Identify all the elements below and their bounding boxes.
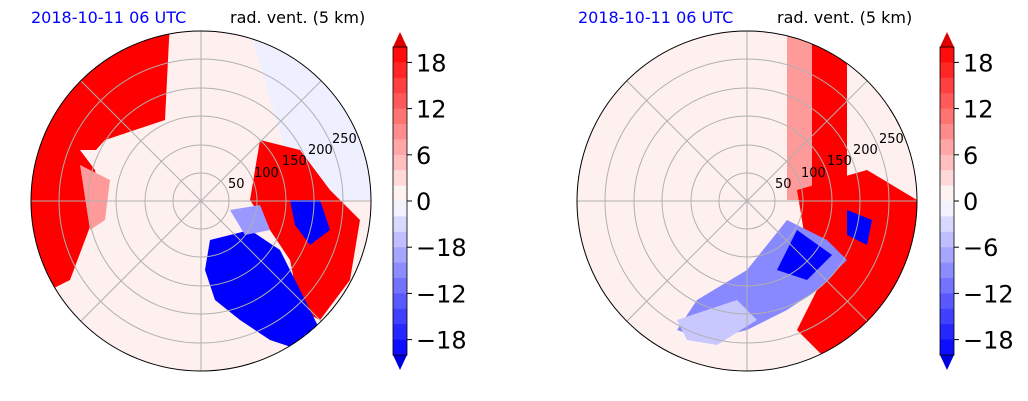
colorbar-level bbox=[940, 108, 954, 125]
polar-frame-left bbox=[30, 30, 372, 372]
colorbar-level bbox=[393, 47, 407, 63]
colorbar-level bbox=[940, 139, 954, 156]
polar-frame-right bbox=[576, 30, 918, 372]
colorbar-tick-label: 6 bbox=[963, 142, 978, 170]
colorbar-level bbox=[393, 231, 407, 248]
colorbar-extend-top bbox=[940, 32, 954, 47]
colorbar-level bbox=[393, 262, 407, 279]
colorbar-level bbox=[940, 93, 954, 110]
field-lightblue-center-left bbox=[230, 205, 270, 235]
colorbar-level bbox=[393, 170, 407, 187]
colorbar-tick-label: 18 bbox=[416, 49, 447, 77]
colorbar-level bbox=[393, 278, 407, 294]
colorbar-level bbox=[940, 124, 954, 140]
chart-title-left-variable: rad. vent. (5 km) bbox=[230, 8, 366, 27]
field-red-west-left bbox=[31, 150, 100, 290]
colorbar-tick-label: 18 bbox=[963, 49, 994, 77]
ring-labels-left: 50 100 150 200 250 bbox=[228, 132, 357, 192]
ring-labels-right: 50 100 150 200 250 bbox=[775, 132, 904, 192]
colorbar-tick-label: 0 bbox=[416, 188, 431, 216]
colorbar-level bbox=[393, 201, 407, 217]
field-blue-east-left bbox=[290, 200, 330, 245]
colorbar-level bbox=[393, 139, 407, 156]
colorbar-tick-label: −18 bbox=[963, 327, 1014, 355]
colorbar-level bbox=[940, 77, 954, 94]
colorbar-tick-label: −12 bbox=[416, 280, 467, 308]
polar-grid-right bbox=[577, 31, 917, 371]
colorbar-tick-label: 0 bbox=[963, 188, 978, 216]
colorbar-level bbox=[940, 231, 954, 248]
ring-label: 150 bbox=[282, 154, 307, 169]
colorbar-level bbox=[940, 278, 954, 294]
colorbar-tick-label: −18 bbox=[416, 234, 467, 262]
chart-title-right-time: 2018-10-11 06 UTC bbox=[578, 8, 734, 27]
colorbar-level bbox=[940, 47, 954, 63]
colorbar-level bbox=[940, 339, 954, 356]
colorbar-extend-bottom bbox=[940, 355, 954, 370]
ring-label: 50 bbox=[228, 177, 245, 192]
colorbar-level bbox=[940, 62, 954, 79]
ring-label: 100 bbox=[254, 166, 279, 181]
colorbar-level bbox=[393, 62, 407, 79]
colorbar-tick-label: 12 bbox=[416, 96, 447, 124]
ring-label: 250 bbox=[332, 132, 357, 147]
colorbar-level bbox=[393, 185, 407, 202]
colorbar-level bbox=[940, 216, 954, 233]
colorbar-level bbox=[393, 308, 407, 325]
chart-panel-left: 2018-10-11 06 UTC rad. vent. (5 km) bbox=[30, 8, 467, 372]
colorbar-level bbox=[393, 124, 407, 140]
colorbar-level bbox=[940, 324, 954, 341]
field-red-band-right bbox=[812, 31, 847, 190]
colorbar-tick-label: −18 bbox=[416, 327, 467, 355]
colorbar-tick-label: 6 bbox=[416, 142, 431, 170]
ring-label: 250 bbox=[879, 132, 904, 147]
polar-field-left bbox=[31, 31, 371, 371]
colorbar-level bbox=[393, 339, 407, 356]
chart-title-left-time: 2018-10-11 06 UTC bbox=[31, 8, 187, 27]
colorbar-level bbox=[393, 108, 407, 125]
colorbar-right: 18 12 6 0 −6 −12 −18 bbox=[939, 32, 1014, 370]
colorbar-level bbox=[940, 201, 954, 217]
colorbar-level bbox=[940, 185, 954, 202]
colorbar-level bbox=[940, 308, 954, 325]
ring-label: 150 bbox=[827, 154, 852, 169]
colorbar-left: 18 12 6 0 −18 −12 −18 bbox=[392, 32, 467, 370]
polar-chart-left: 50 100 150 200 250 18 12 6 0 −18 −12 −18 bbox=[30, 30, 467, 372]
colorbar-tick-label: −12 bbox=[963, 280, 1014, 308]
colorbar-level bbox=[393, 324, 407, 341]
ring-label: 100 bbox=[801, 166, 826, 181]
chart-panel-right: 2018-10-11 06 UTC rad. vent. (5 km) bbox=[547, 0, 1028, 401]
colorbar-level bbox=[940, 247, 954, 264]
colorbar-level bbox=[393, 77, 407, 94]
colorbar-level bbox=[393, 293, 407, 310]
colorbar-extend-bottom bbox=[393, 355, 407, 370]
colorbar-level bbox=[940, 154, 954, 171]
colorbar-level bbox=[393, 247, 407, 264]
ring-label: 200 bbox=[853, 143, 878, 158]
field-blue-east-right bbox=[847, 210, 872, 245]
chart-title-right-variable: rad. vent. (5 km) bbox=[777, 8, 913, 27]
colorbar-level bbox=[940, 262, 954, 279]
field-pink-west-left bbox=[80, 165, 110, 230]
polar-grid-left bbox=[31, 31, 371, 371]
polar-chart-right: 50 100 150 200 250 18 12 6 0 −6 −12 −18 bbox=[576, 30, 1014, 372]
colorbar-level bbox=[940, 170, 954, 187]
field-red-edge-left bbox=[35, 40, 96, 160]
ring-label: 200 bbox=[308, 143, 333, 158]
colorbar-tick-label: 12 bbox=[963, 96, 994, 124]
colorbar-level bbox=[393, 216, 407, 233]
colorbar-level bbox=[393, 154, 407, 171]
colorbar-level bbox=[393, 93, 407, 110]
colorbar-tick-label: −6 bbox=[963, 234, 998, 262]
field-blue-southeast-left bbox=[205, 230, 320, 350]
field-blue-core-right bbox=[777, 230, 832, 280]
ring-label: 50 bbox=[775, 177, 792, 192]
colorbar-extend-top bbox=[393, 32, 407, 47]
colorbar-level bbox=[940, 293, 954, 310]
